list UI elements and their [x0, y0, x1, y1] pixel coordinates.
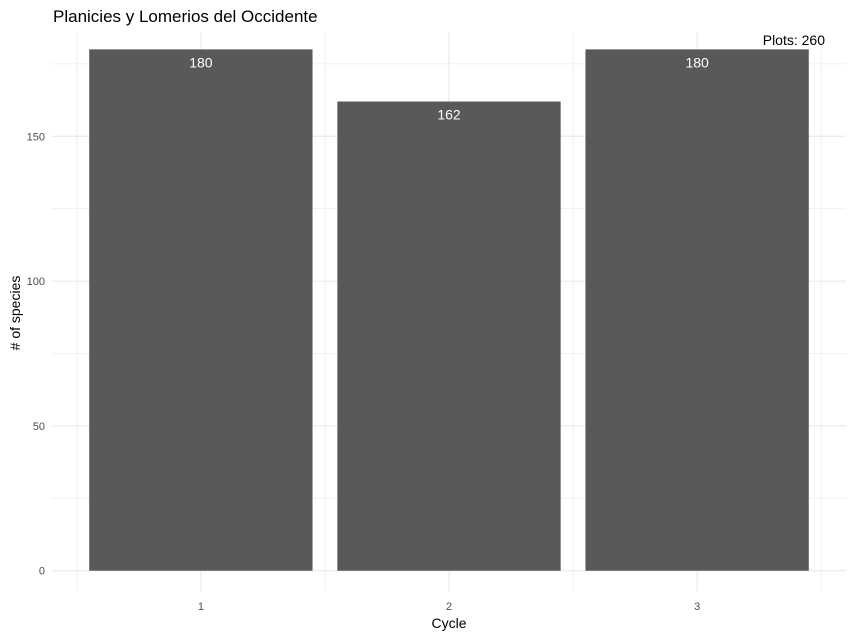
bar-cycle-2 [337, 101, 561, 571]
bars [89, 49, 809, 571]
plots-annotation: Plots: 260 [763, 32, 825, 48]
x-axis-label: Cycle [431, 615, 466, 631]
y-tick-label: 100 [27, 276, 45, 288]
y-axis-label: # of species [7, 276, 23, 351]
x-tick-label: 1 [198, 601, 204, 613]
bar-value-label: 180 [189, 54, 213, 70]
x-tick-label: 2 [446, 601, 452, 613]
y-tick-label: 150 [27, 131, 45, 143]
chart-title: Planicies y Lomerios del Occidente [53, 7, 318, 26]
bar-value-label: 162 [437, 107, 461, 123]
bar-value-label: 180 [685, 54, 709, 70]
bar-cycle-3 [585, 49, 809, 571]
axis-ticks: 0 50 100 150 1 2 3 [27, 131, 701, 613]
bar-labels: 180 162 180 [189, 54, 709, 122]
x-tick-label: 3 [694, 601, 700, 613]
bar-cycle-1 [89, 49, 313, 571]
y-tick-label: 0 [39, 566, 45, 578]
y-tick-label: 50 [33, 421, 45, 433]
